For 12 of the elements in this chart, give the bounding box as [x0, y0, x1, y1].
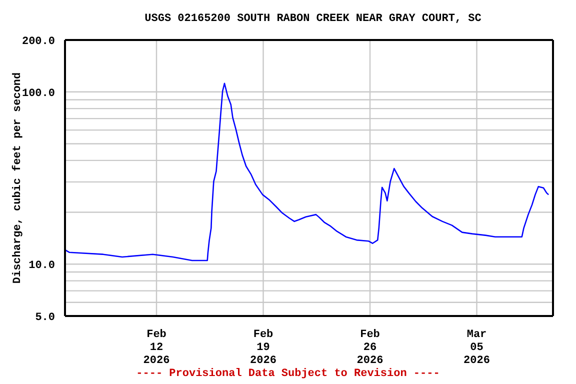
x-tick-label: Mar 05 2026: [464, 329, 490, 367]
y-tick-label: 10.0: [28, 260, 55, 272]
y-axis-title: Discharge, cubic feet per second: [12, 72, 24, 284]
text: ---- Provisional Data Subject to Revision ----: [135, 368, 441, 380]
x-tick-label: Feb 26 2026: [356, 329, 384, 367]
y-tick-label: 5.0: [35, 312, 55, 324]
line-series: [65, 82, 550, 262]
x-tick-label: Feb 19 2026: [250, 329, 276, 367]
x-tick-label: Feb 12 2026: [143, 329, 170, 367]
y-tick-label: 100.0: [22, 88, 55, 100]
chart-title: USGS 02165200 SOUTH RABON CREEK NEAR GRAY COURT, SC: [144, 13, 482, 25]
y-tick-label: 200.0: [22, 36, 55, 48]
